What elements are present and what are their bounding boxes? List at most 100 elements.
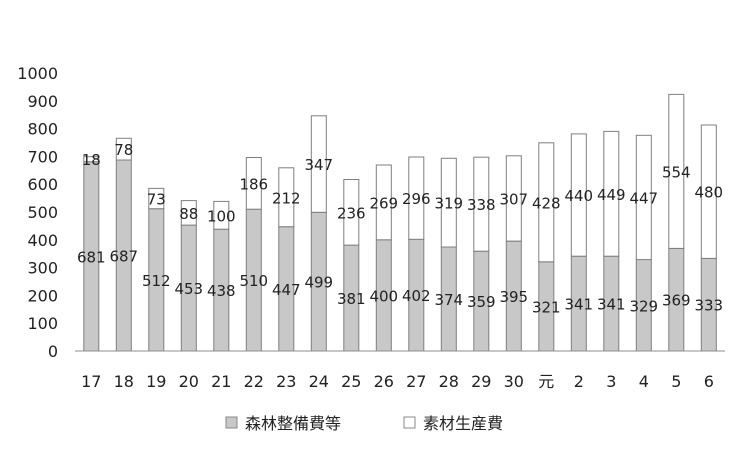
data-label-forest-maintenance: 687 [109, 248, 138, 266]
bar-timber-production [83, 156, 100, 163]
data-label-timber-production: 447 [629, 189, 658, 207]
bar-timber-production [570, 133, 587, 257]
data-label-timber-production: 480 [694, 184, 723, 202]
y-tick-label: 0 [48, 342, 58, 361]
x-category-label: 19 [146, 372, 166, 391]
data-label-timber-production: 88 [179, 205, 198, 223]
x-category-label: 29 [471, 372, 491, 391]
data-label-forest-maintenance: 400 [369, 287, 398, 305]
x-category-label: 23 [276, 372, 296, 391]
data-label-forest-maintenance: 395 [499, 288, 528, 306]
data-label-forest-maintenance: 510 [239, 272, 268, 290]
legend-label-forest-maintenance: 森林整備費等 [245, 414, 341, 433]
data-label-forest-maintenance: 341 [597, 296, 626, 314]
x-category-label: 4 [639, 372, 649, 391]
bar-series [83, 93, 717, 352]
data-label-timber-production: 212 [272, 189, 301, 207]
y-tick-label: 900 [27, 92, 58, 111]
legend: 森林整備費等 素材生産費 [225, 414, 503, 433]
x-category-label: 20 [179, 372, 199, 391]
bar-timber-production [505, 155, 522, 242]
x-category-label: 26 [374, 372, 394, 391]
x-category-label: 22 [244, 372, 264, 391]
bar-timber-production [278, 167, 295, 228]
data-label-timber-production: 269 [369, 194, 398, 212]
bar-timber-production [440, 157, 457, 248]
data-label-forest-maintenance: 369 [662, 292, 691, 310]
bar-timber-production [213, 200, 230, 230]
y-tick-label: 800 [27, 120, 58, 139]
data-label-forest-maintenance: 402 [402, 287, 431, 305]
y-tick-label: 200 [27, 286, 58, 305]
data-label-forest-maintenance: 512 [142, 272, 171, 290]
data-label-timber-production: 78 [114, 141, 133, 159]
legend-label-timber-production: 素材生産費 [423, 414, 503, 433]
data-label-timber-production: 100 [207, 207, 236, 225]
data-label-forest-maintenance: 333 [694, 297, 723, 315]
bar-timber-production [538, 142, 555, 263]
bar-timber-production [473, 156, 490, 252]
x-category-label: 30 [504, 372, 524, 391]
data-label-timber-production: 338 [467, 196, 496, 214]
bar-timber-production [180, 200, 197, 226]
bar-timber-production [245, 157, 262, 210]
y-tick-label: 600 [27, 175, 58, 194]
data-label-timber-production: 347 [304, 156, 333, 174]
bar-timber-production [668, 93, 685, 249]
data-label-forest-maintenance: 453 [174, 280, 203, 298]
data-label-timber-production: 307 [499, 191, 528, 209]
x-category-label: 元 [538, 372, 554, 391]
data-label-forest-maintenance: 438 [207, 282, 236, 300]
legend-swatch-timber-production [403, 416, 416, 429]
x-axis: 17 18 19 20 21 22 23 24 25 26 27 28 29 30 元 2 3 4 5 6 [75, 350, 725, 391]
data-label-forest-maintenance: 329 [629, 297, 658, 315]
y-tick-label: 100 [27, 314, 58, 333]
bar-timber-production [310, 115, 327, 213]
data-label-timber-production: 449 [597, 186, 626, 204]
bar-timber-production [700, 124, 717, 259]
data-label-timber-production: 428 [532, 194, 561, 212]
data-label-timber-production: 440 [564, 187, 593, 205]
bar-timber-production [635, 134, 652, 261]
data-label-forest-maintenance: 381 [337, 290, 366, 308]
y-tick-label: 1000 [17, 64, 58, 83]
x-category-label: 28 [439, 372, 459, 391]
bar-timber-production [408, 156, 425, 240]
x-category-label: 5 [671, 372, 681, 391]
data-label-forest-maintenance: 359 [467, 293, 496, 311]
data-label-forest-maintenance: 374 [434, 291, 463, 309]
x-category-label: 18 [114, 372, 134, 391]
x-category-label: 17 [81, 372, 101, 391]
legend-swatch-forest-maintenance [225, 416, 238, 429]
data-label-timber-production: 319 [434, 195, 463, 213]
y-tick-label: 500 [27, 203, 58, 222]
x-category-label: 2 [574, 372, 584, 391]
y-tick-label: 400 [27, 231, 58, 250]
data-label-timber-production: 554 [662, 163, 691, 181]
data-label-timber-production: 18 [82, 151, 101, 169]
data-label-timber-production: 186 [239, 175, 268, 193]
x-category-label: 24 [309, 372, 329, 391]
bar-timber-production [115, 137, 132, 161]
data-label-forest-maintenance: 499 [304, 274, 333, 292]
bar-timber-production [148, 187, 165, 210]
data-label-forest-maintenance: 321 [532, 298, 561, 316]
data-labels: 681 18 687 78 512 73 453 88 438 100 510 186 447 212 49… [77, 141, 723, 316]
x-category-label: 25 [341, 372, 361, 391]
bar-timber-production [603, 130, 620, 257]
y-tick-label: 700 [27, 147, 58, 166]
data-label-timber-production: 236 [337, 204, 366, 222]
x-category-label: 21 [211, 372, 231, 391]
data-label-timber-production: 296 [402, 190, 431, 208]
data-label-forest-maintenance: 341 [564, 296, 593, 314]
y-tick-label: 300 [27, 259, 58, 278]
y-axis: 0 100 200 300 400 500 600 700 800 900 1000 [17, 64, 58, 361]
bar-timber-production [375, 164, 392, 241]
data-label-forest-maintenance: 681 [77, 248, 106, 266]
data-label-forest-maintenance: 447 [272, 281, 301, 299]
x-category-label: 27 [406, 372, 426, 391]
bar-timber-production [343, 179, 360, 246]
x-category-label: 3 [606, 372, 616, 391]
data-label-timber-production: 73 [147, 191, 166, 209]
